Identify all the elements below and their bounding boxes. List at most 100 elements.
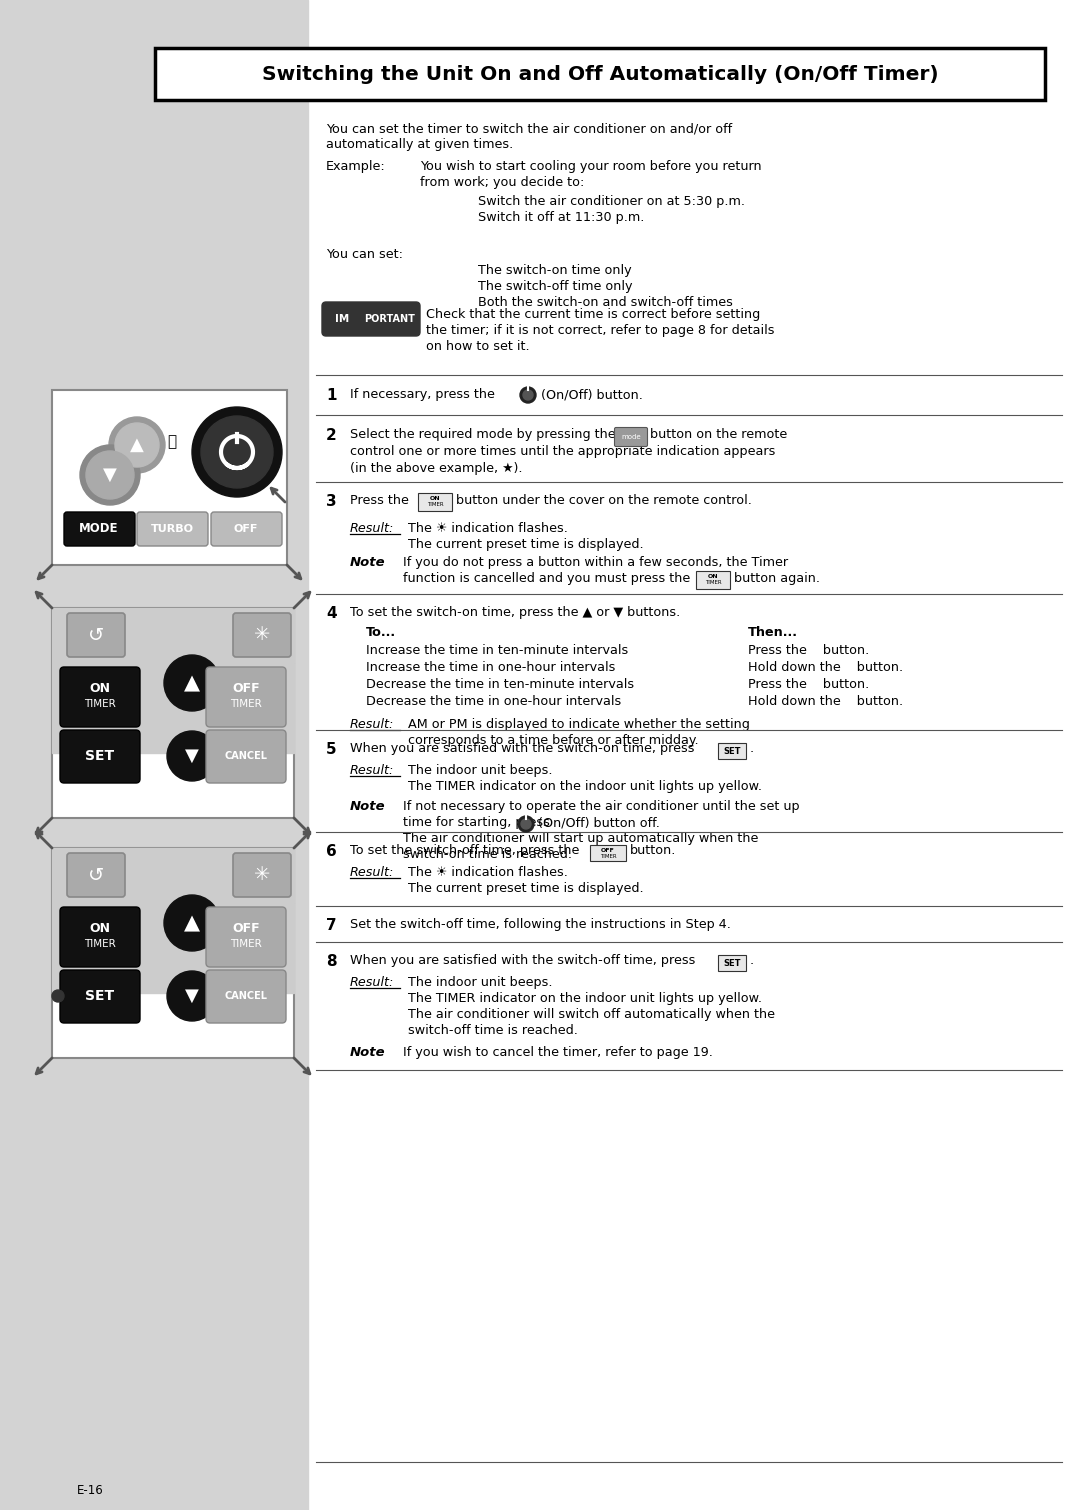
Text: TURBO: TURBO [150,524,193,535]
Text: Press the    button.: Press the button. [748,643,869,657]
Circle shape [164,655,220,711]
Text: TIMER: TIMER [427,501,443,506]
Text: ▲: ▲ [184,914,200,933]
Text: CANCEL: CANCEL [225,991,268,1001]
Text: Result:: Result: [350,867,394,879]
Text: 3: 3 [326,494,337,509]
Text: When you are satisfied with the switch-off time, press: When you are satisfied with the switch-o… [350,954,700,966]
Text: Decrease the time in ten-minute intervals: Decrease the time in ten-minute interval… [366,678,634,692]
Text: ON: ON [430,495,441,500]
Circle shape [52,991,64,1003]
Text: Result:: Result: [350,764,394,778]
Text: MODE: MODE [79,522,119,536]
Text: OFF: OFF [233,524,258,535]
FancyBboxPatch shape [233,853,291,897]
Bar [0,0,308,1510]
Text: 8: 8 [326,954,337,969]
Text: 2: 2 [326,427,337,442]
Circle shape [109,417,165,473]
Text: ▼: ▼ [185,988,199,1006]
Text: .: . [750,741,754,755]
Text: The TIMER indicator on the indoor unit lights up yellow.: The TIMER indicator on the indoor unit l… [408,992,762,1006]
FancyBboxPatch shape [322,302,420,337]
Text: The switch-on time only: The switch-on time only [478,264,632,276]
Text: PORTANT: PORTANT [365,314,416,325]
Circle shape [114,423,159,467]
Text: ON: ON [707,574,718,578]
Text: TIMER: TIMER [230,939,261,948]
FancyBboxPatch shape [206,969,286,1022]
FancyBboxPatch shape [211,512,282,547]
Text: CANCEL: CANCEL [225,750,268,761]
Text: Example:: Example: [326,160,386,174]
Text: (On/Off) button.: (On/Off) button. [541,388,643,402]
Text: TIMER: TIMER [84,939,116,948]
Text: automatically at given times.: automatically at given times. [326,137,513,151]
Text: Set the switch-off time, following the instructions in Step 4.: Set the switch-off time, following the i… [350,918,731,932]
Text: ▲: ▲ [130,436,144,455]
Bar [718,743,746,760]
Text: If necessary, press the: If necessary, press the [350,388,499,402]
Text: Switching the Unit On and Off Automatically (On/Off Timer): Switching the Unit On and Off Automatica… [261,65,939,83]
Text: 5: 5 [326,741,337,757]
Text: You can set the timer to switch the air conditioner on and/or off: You can set the timer to switch the air … [326,122,732,134]
FancyBboxPatch shape [60,667,140,726]
FancyBboxPatch shape [60,969,140,1022]
Bar [52,609,294,663]
Text: TIMER: TIMER [704,580,721,584]
Circle shape [518,815,534,832]
Text: Switch the air conditioner on at 5:30 p.m.: Switch the air conditioner on at 5:30 p.… [478,195,745,208]
Text: from work; you decide to:: from work; you decide to: [420,177,584,189]
FancyBboxPatch shape [60,908,140,966]
Bar [52,849,294,903]
Text: button again.: button again. [734,572,820,584]
Text: OFF: OFF [602,847,615,853]
Bar [718,954,746,971]
Text: button.: button. [630,844,676,858]
Circle shape [80,445,140,504]
Text: corresponds to a time before or after midday.: corresponds to a time before or after mi… [408,734,699,747]
Text: (in the above example, ★).: (in the above example, ★). [350,462,523,476]
Text: Press the: Press the [350,494,413,507]
Text: switch-off time is reached.: switch-off time is reached. [408,1024,578,1037]
Text: The switch-off time only: The switch-off time only [478,279,633,293]
Text: To set the switch-on time, press the ▲ or ▼ buttons.: To set the switch-on time, press the ▲ o… [350,606,680,619]
Bar [52,663,294,753]
Text: .: . [750,954,754,966]
FancyBboxPatch shape [67,613,125,657]
Circle shape [167,731,217,781]
Text: The indoor unit beeps.: The indoor unit beeps. [408,764,553,778]
Text: You can set:: You can set: [326,248,403,261]
Text: The current preset time is displayed.: The current preset time is displayed. [408,882,644,895]
Text: TIMER: TIMER [84,699,116,710]
Text: TIMER: TIMER [230,699,261,710]
FancyBboxPatch shape [64,512,135,547]
Text: Note: Note [350,556,386,569]
Text: IM: IM [335,314,349,325]
Text: OFF: OFF [232,921,260,935]
Text: To...: To... [366,627,396,639]
Text: ↺: ↺ [87,865,104,885]
Bar [52,903,294,994]
Text: The current preset time is displayed.: The current preset time is displayed. [408,538,644,551]
Text: The air conditioner will switch off automatically when the: The air conditioner will switch off auto… [408,1009,775,1021]
Text: If you do not press a button within a few seconds, the Timer: If you do not press a button within a fe… [403,556,788,569]
Circle shape [215,430,259,474]
Text: ▼: ▼ [103,467,117,485]
Text: Hold down the    button.: Hold down the button. [748,695,903,708]
FancyBboxPatch shape [206,667,286,726]
Text: The indoor unit beeps.: The indoor unit beeps. [408,975,553,989]
Text: ✳: ✳ [254,865,270,885]
Bar [52,390,287,565]
Text: Result:: Result: [350,975,394,989]
Text: AM or PM is displayed to indicate whether the setting: AM or PM is displayed to indicate whethe… [408,717,750,731]
Bar [696,571,730,589]
Bar [52,849,294,1059]
Text: time for starting, press: time for starting, press [403,815,554,829]
Circle shape [201,415,273,488]
Text: Both the switch-on and switch-off times: Both the switch-on and switch-off times [478,296,733,310]
Circle shape [192,408,282,497]
Text: The air conditioner will start up automatically when the: The air conditioner will start up automa… [403,832,758,846]
Text: ↺: ↺ [87,625,104,645]
Text: SET: SET [724,746,741,755]
